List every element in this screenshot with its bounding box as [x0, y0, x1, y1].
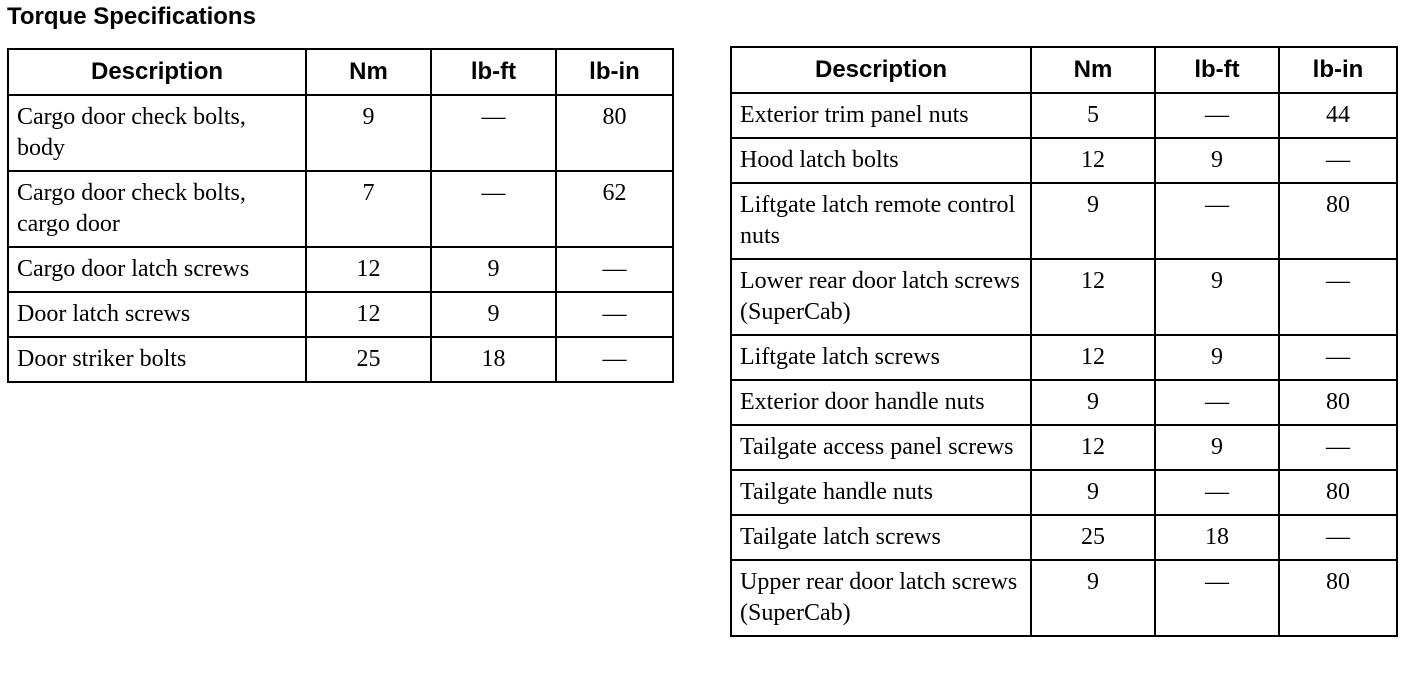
table-row: Cargo door check bolts, body 9—80: [7, 94, 674, 172]
table-row: Cargo door latch screws 12 9—: [7, 246, 674, 293]
cell-nm: 12: [305, 291, 432, 338]
cell-nm: 9: [305, 94, 432, 172]
column-header-description: Description: [7, 48, 307, 96]
cell-lb-ft: —: [1154, 92, 1280, 139]
cell-nm: 7: [305, 170, 432, 248]
cell-lb-ft: —: [1154, 182, 1280, 260]
column-header-lb-in: lb-in: [1278, 46, 1398, 94]
cell-lb-ft: —: [430, 170, 557, 248]
table-row: Exterior trim panel nuts 5—44: [730, 92, 1398, 139]
cell-nm: 12: [1030, 424, 1156, 471]
table-row: Liftgate latch remote control nuts 9—80: [730, 182, 1398, 260]
table-header-row: Description Nm lb-ft lb-in: [730, 46, 1398, 94]
cell-lb-in: —: [1278, 334, 1398, 381]
column-header-lb-ft: lb-ft: [430, 48, 557, 96]
table-row: Lower rear door latch screws (SuperCab) 1…: [730, 258, 1398, 336]
cell-nm: 25: [1030, 514, 1156, 561]
cell-description: Cargo door latch screws: [7, 246, 307, 293]
cell-lb-in: 80: [1278, 559, 1398, 637]
cell-lb-in: —: [1278, 137, 1398, 184]
cell-lb-ft: 9: [1154, 137, 1280, 184]
column-header-nm: Nm: [305, 48, 432, 96]
cell-description: Cargo door check bolts, body: [7, 94, 307, 172]
torque-table-left: Description Nm lb-ft lb-in Cargo door check…: [7, 48, 674, 383]
cell-lb-ft: 18: [430, 336, 557, 383]
table-row: Tailgate access panel screws 12 9—: [730, 424, 1398, 471]
cell-lb-in: —: [555, 336, 674, 383]
cell-lb-in: —: [1278, 514, 1398, 561]
cell-lb-in: 80: [1278, 469, 1398, 516]
table-row: Liftgate latch screws 12 9—: [730, 334, 1398, 381]
cell-nm: 12: [1030, 137, 1156, 184]
cell-lb-in: 44: [1278, 92, 1398, 139]
cell-lb-in: —: [555, 246, 674, 293]
column-header-nm: Nm: [1030, 46, 1156, 94]
cell-description: Cargo door check bolts, cargo door: [7, 170, 307, 248]
cell-description: Door latch screws: [7, 291, 307, 338]
cell-description: Liftgate latch screws: [730, 334, 1032, 381]
table-row: Exterior door handle nuts 9—80: [730, 379, 1398, 426]
cell-description: Tailgate latch screws: [730, 514, 1032, 561]
table-row: Hood latch bolts 12 9—: [730, 137, 1398, 184]
cell-description: Door striker bolts: [7, 336, 307, 383]
cell-lb-in: —: [1278, 424, 1398, 471]
cell-lb-ft: 18: [1154, 514, 1280, 561]
cell-description: Upper rear door latch screws (SuperCab): [730, 559, 1032, 637]
cell-nm: 5: [1030, 92, 1156, 139]
table-row: Tailgate latch screws 25 18—: [730, 514, 1398, 561]
cell-lb-ft: —: [1154, 469, 1280, 516]
torque-table-right: Description Nm lb-ft lb-in Exterior trim pa…: [730, 46, 1398, 637]
cell-nm: 9: [1030, 469, 1156, 516]
cell-lb-ft: 9: [1154, 424, 1280, 471]
cell-lb-ft: 9: [430, 291, 557, 338]
cell-lb-in: 62: [555, 170, 674, 248]
cell-lb-ft: —: [1154, 559, 1280, 637]
table-row: Cargo door check bolts, cargo door 7—62: [7, 170, 674, 248]
cell-description: Exterior trim panel nuts: [730, 92, 1032, 139]
cell-lb-in: —: [555, 291, 674, 338]
cell-description: Liftgate latch remote control nuts: [730, 182, 1032, 260]
cell-lb-ft: —: [1154, 379, 1280, 426]
cell-lb-in: —: [1278, 258, 1398, 336]
cell-nm: 9: [1030, 559, 1156, 637]
page-title: Torque Specifications: [7, 3, 256, 30]
table-header-row: Description Nm lb-ft lb-in: [7, 48, 674, 96]
cell-description: Tailgate handle nuts: [730, 469, 1032, 516]
cell-nm: 9: [1030, 379, 1156, 426]
table-row: Upper rear door latch screws (SuperCab) 9…: [730, 559, 1398, 637]
cell-nm: 12: [1030, 334, 1156, 381]
cell-lb-ft: 9: [1154, 334, 1280, 381]
cell-nm: 12: [1030, 258, 1156, 336]
cell-nm: 9: [1030, 182, 1156, 260]
table-row: Tailgate handle nuts 9—80: [730, 469, 1398, 516]
cell-nm: 25: [305, 336, 432, 383]
table-row: Door striker bolts 25 18—: [7, 336, 674, 383]
table-row: Door latch screws 12 9—: [7, 291, 674, 338]
cell-nm: 12: [305, 246, 432, 293]
cell-description: Tailgate access panel screws: [730, 424, 1032, 471]
cell-lb-in: 80: [1278, 379, 1398, 426]
cell-lb-ft: 9: [430, 246, 557, 293]
column-header-lb-ft: lb-ft: [1154, 46, 1280, 94]
cell-lb-in: 80: [555, 94, 674, 172]
cell-description: Hood latch bolts: [730, 137, 1032, 184]
column-header-description: Description: [730, 46, 1032, 94]
cell-lb-ft: 9: [1154, 258, 1280, 336]
column-header-lb-in: lb-in: [555, 48, 674, 96]
cell-description: Lower rear door latch screws (SuperCab): [730, 258, 1032, 336]
cell-description: Exterior door handle nuts: [730, 379, 1032, 426]
cell-lb-in: 80: [1278, 182, 1398, 260]
cell-lb-ft: —: [430, 94, 557, 172]
